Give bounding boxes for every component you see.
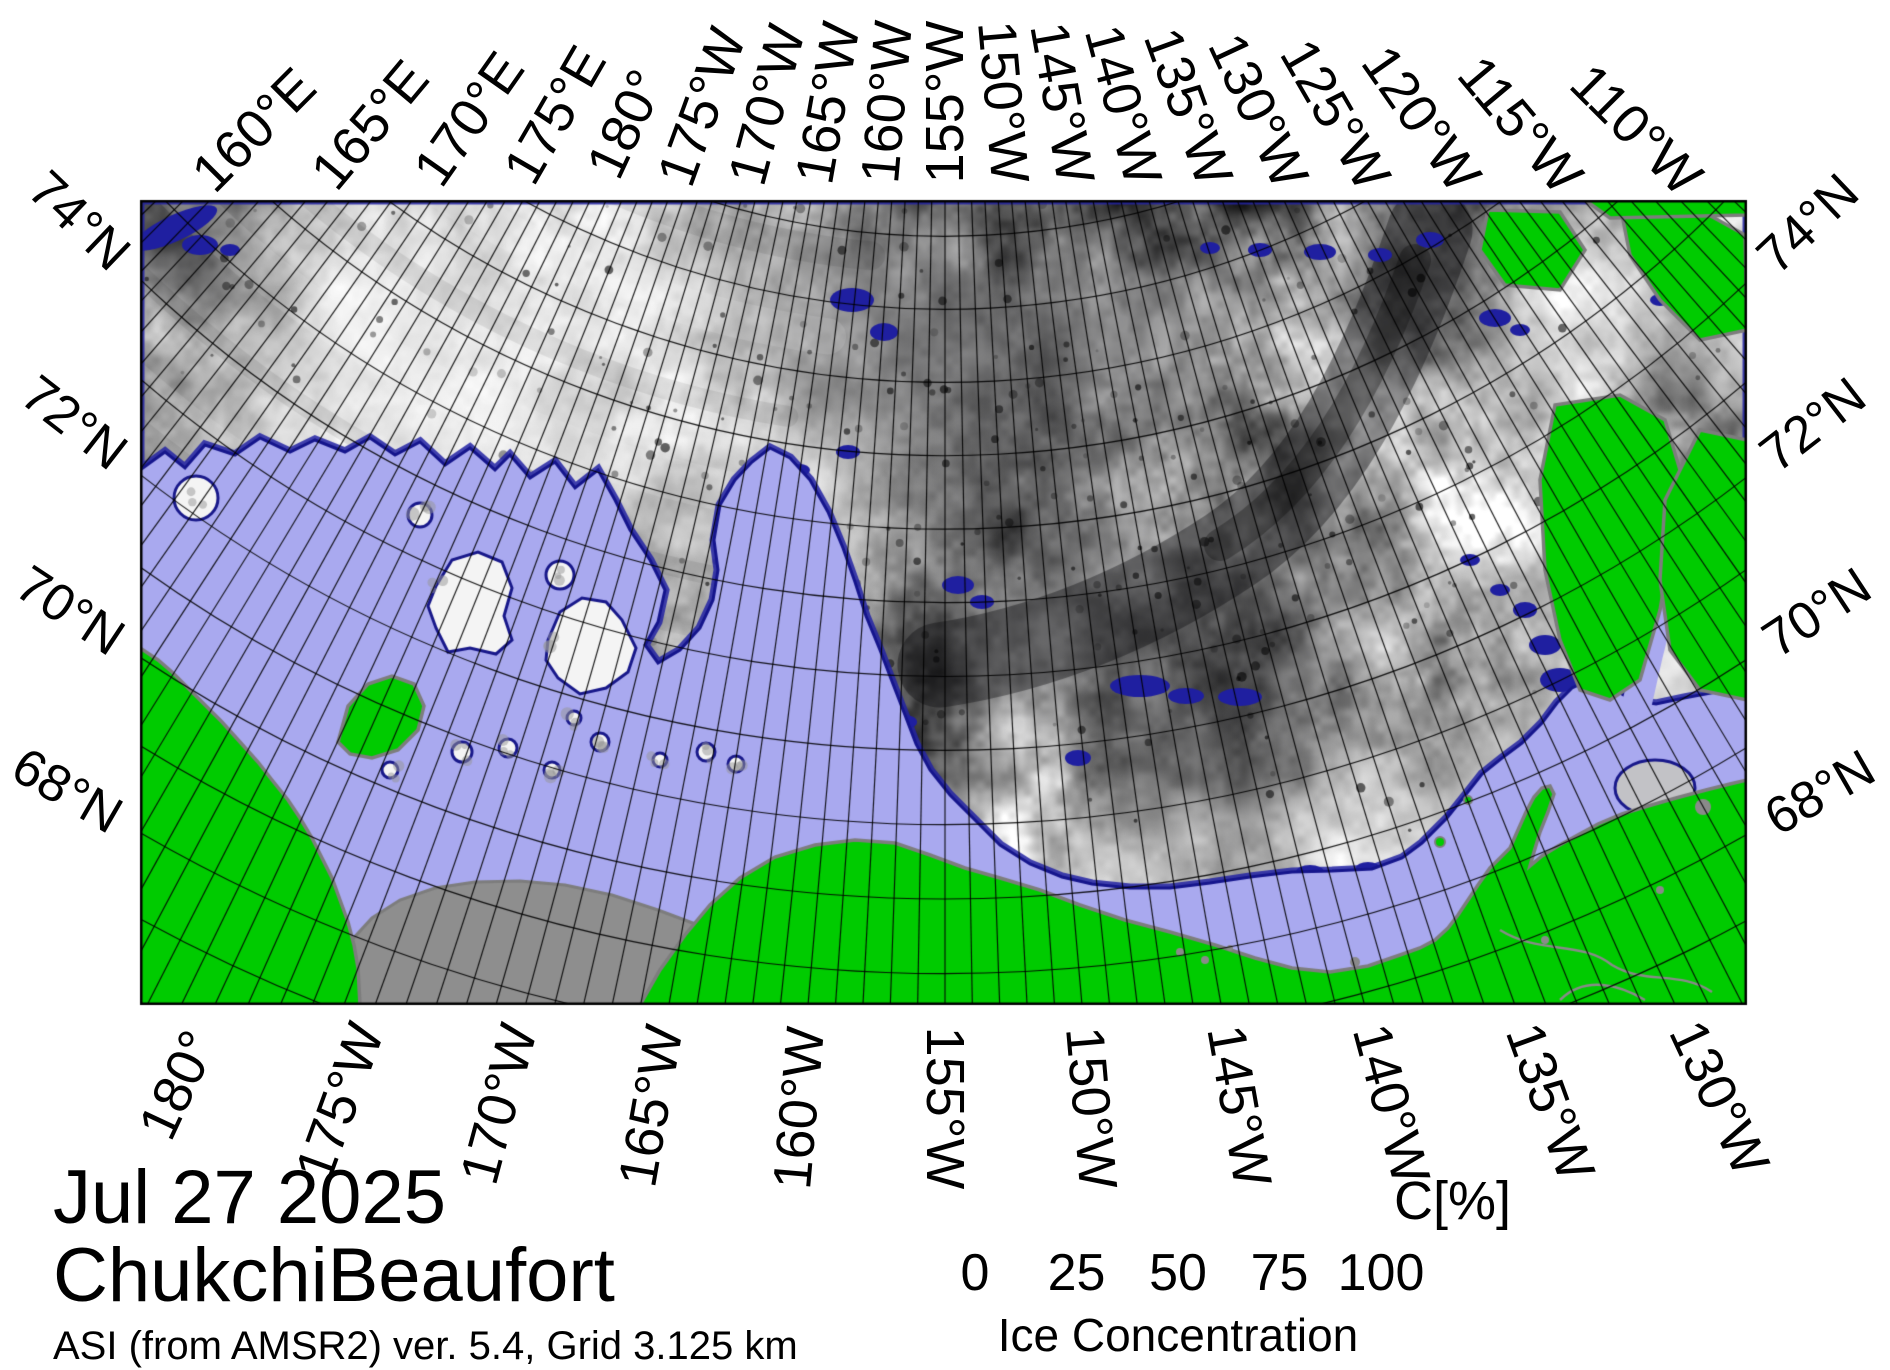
colorbar-unit-label: C[%]: [1394, 1171, 1512, 1231]
colorbar-tick-100: 100: [1337, 1244, 1425, 1302]
bottom-longitude-label: 160°W: [762, 1023, 836, 1192]
top-longitude-label: 155°W: [915, 20, 975, 183]
colorbar-axis-label: Ice Concentration: [997, 1309, 1359, 1361]
bottom-longitude-label: 155°W: [915, 1026, 975, 1190]
colorbar-tick-25: 25: [1047, 1244, 1106, 1302]
top-longitude-label: 160°W: [850, 18, 924, 186]
colorbar-tick-50: 50: [1149, 1244, 1207, 1302]
date-title: Jul 27 2025: [53, 1155, 446, 1240]
bottom-longitude-label: 150°W: [1053, 1023, 1128, 1192]
colorbar-tick-75: 75: [1250, 1244, 1309, 1302]
colorbar-tick-0: 0: [960, 1244, 990, 1302]
region-title: ChukchiBeaufort: [53, 1233, 615, 1318]
product-subtitle: ASI (from AMSR2) ver. 5.4, Grid 3.125 km: [53, 1324, 798, 1368]
